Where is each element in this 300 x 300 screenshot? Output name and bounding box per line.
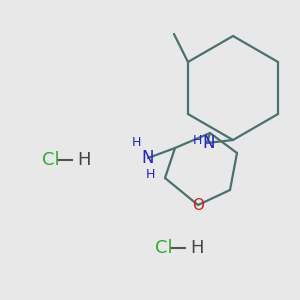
Text: N: N <box>203 134 215 152</box>
Text: H: H <box>145 169 155 182</box>
Text: H: H <box>77 151 91 169</box>
Text: H: H <box>190 239 203 257</box>
Text: Cl: Cl <box>155 239 172 257</box>
Text: H: H <box>192 134 202 146</box>
Text: H: H <box>131 136 141 148</box>
Text: Cl: Cl <box>42 151 60 169</box>
Text: N: N <box>142 149 154 167</box>
Text: O: O <box>192 197 204 212</box>
